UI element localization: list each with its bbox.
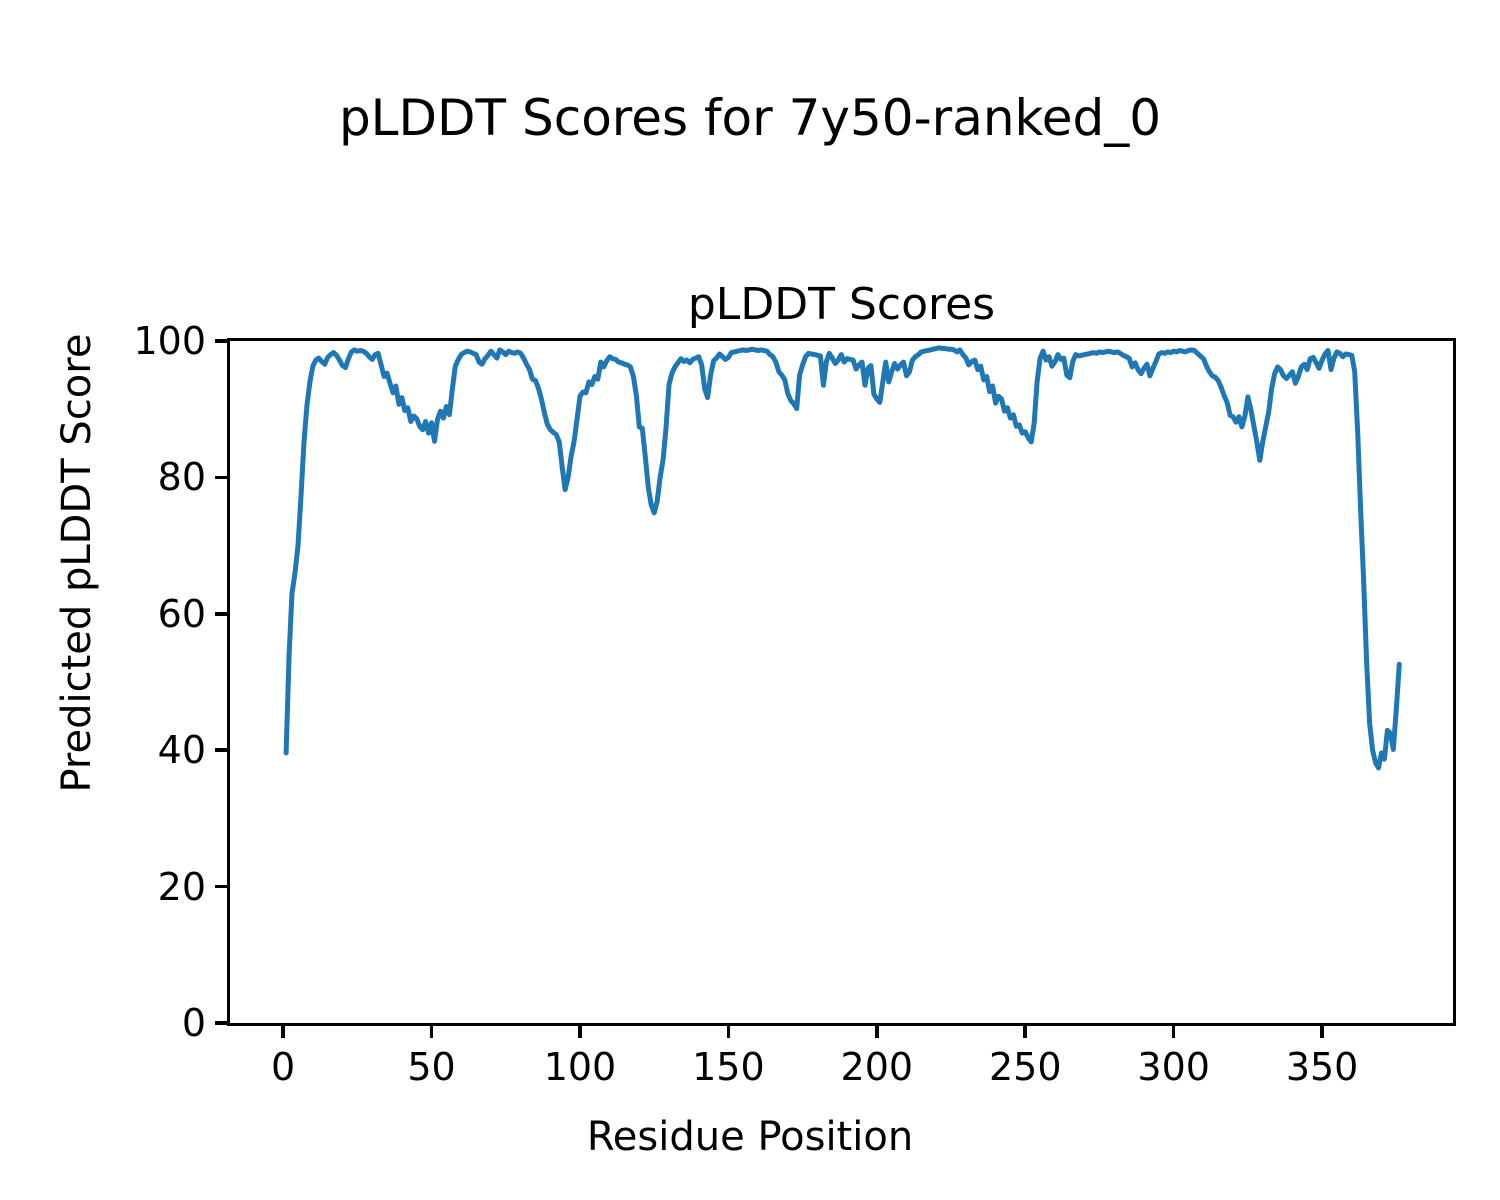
x-axis-label: Residue Position — [586, 1114, 914, 1160]
x-tick-mark — [429, 1026, 434, 1038]
y-tick-label: 20 — [157, 864, 206, 909]
x-tick-label: 250 — [988, 1045, 1062, 1089]
plot-area — [227, 338, 1456, 1026]
y-tick-mark — [215, 475, 227, 480]
x-tick-mark — [875, 1026, 879, 1038]
y-tick-label: 80 — [157, 455, 206, 500]
x-tick-mark — [281, 1026, 285, 1038]
x-tick-mark — [1171, 1026, 1176, 1038]
y-tick-label: 60 — [157, 591, 206, 636]
x-tick-label: 150 — [692, 1045, 765, 1089]
x-tick-mark — [1023, 1026, 1027, 1038]
y-tick-mark — [215, 884, 227, 889]
plot-canvas — [283, 345, 1402, 771]
x-tick-label: 0 — [271, 1045, 296, 1089]
y-tick-mark — [215, 1021, 227, 1025]
x-tick-label: 50 — [407, 1045, 456, 1089]
y-tick-mark — [215, 339, 227, 343]
x-tick-label: 350 — [1285, 1045, 1359, 1089]
axes-title: pLDDT Scores — [687, 279, 996, 330]
y-tick-label: 40 — [157, 728, 206, 773]
figure-title: pLDDT Scores for 7y50-ranked_0 — [338, 89, 1162, 147]
x-tick-label: 200 — [840, 1045, 914, 1089]
y-tick-mark — [215, 748, 227, 752]
x-tick-mark — [578, 1026, 582, 1038]
x-tick-mark — [1320, 1026, 1324, 1038]
y-axis-label: Predicted pLDDT Score — [54, 333, 100, 793]
y-tick-label: 0 — [181, 1001, 206, 1045]
y-tick-label: 100 — [133, 319, 206, 363]
x-tick-label: 300 — [1137, 1045, 1210, 1089]
plddt-line — [283, 345, 1402, 771]
y-tick-mark — [215, 612, 227, 616]
x-tick-mark — [726, 1026, 731, 1038]
x-tick-label: 100 — [543, 1045, 617, 1089]
